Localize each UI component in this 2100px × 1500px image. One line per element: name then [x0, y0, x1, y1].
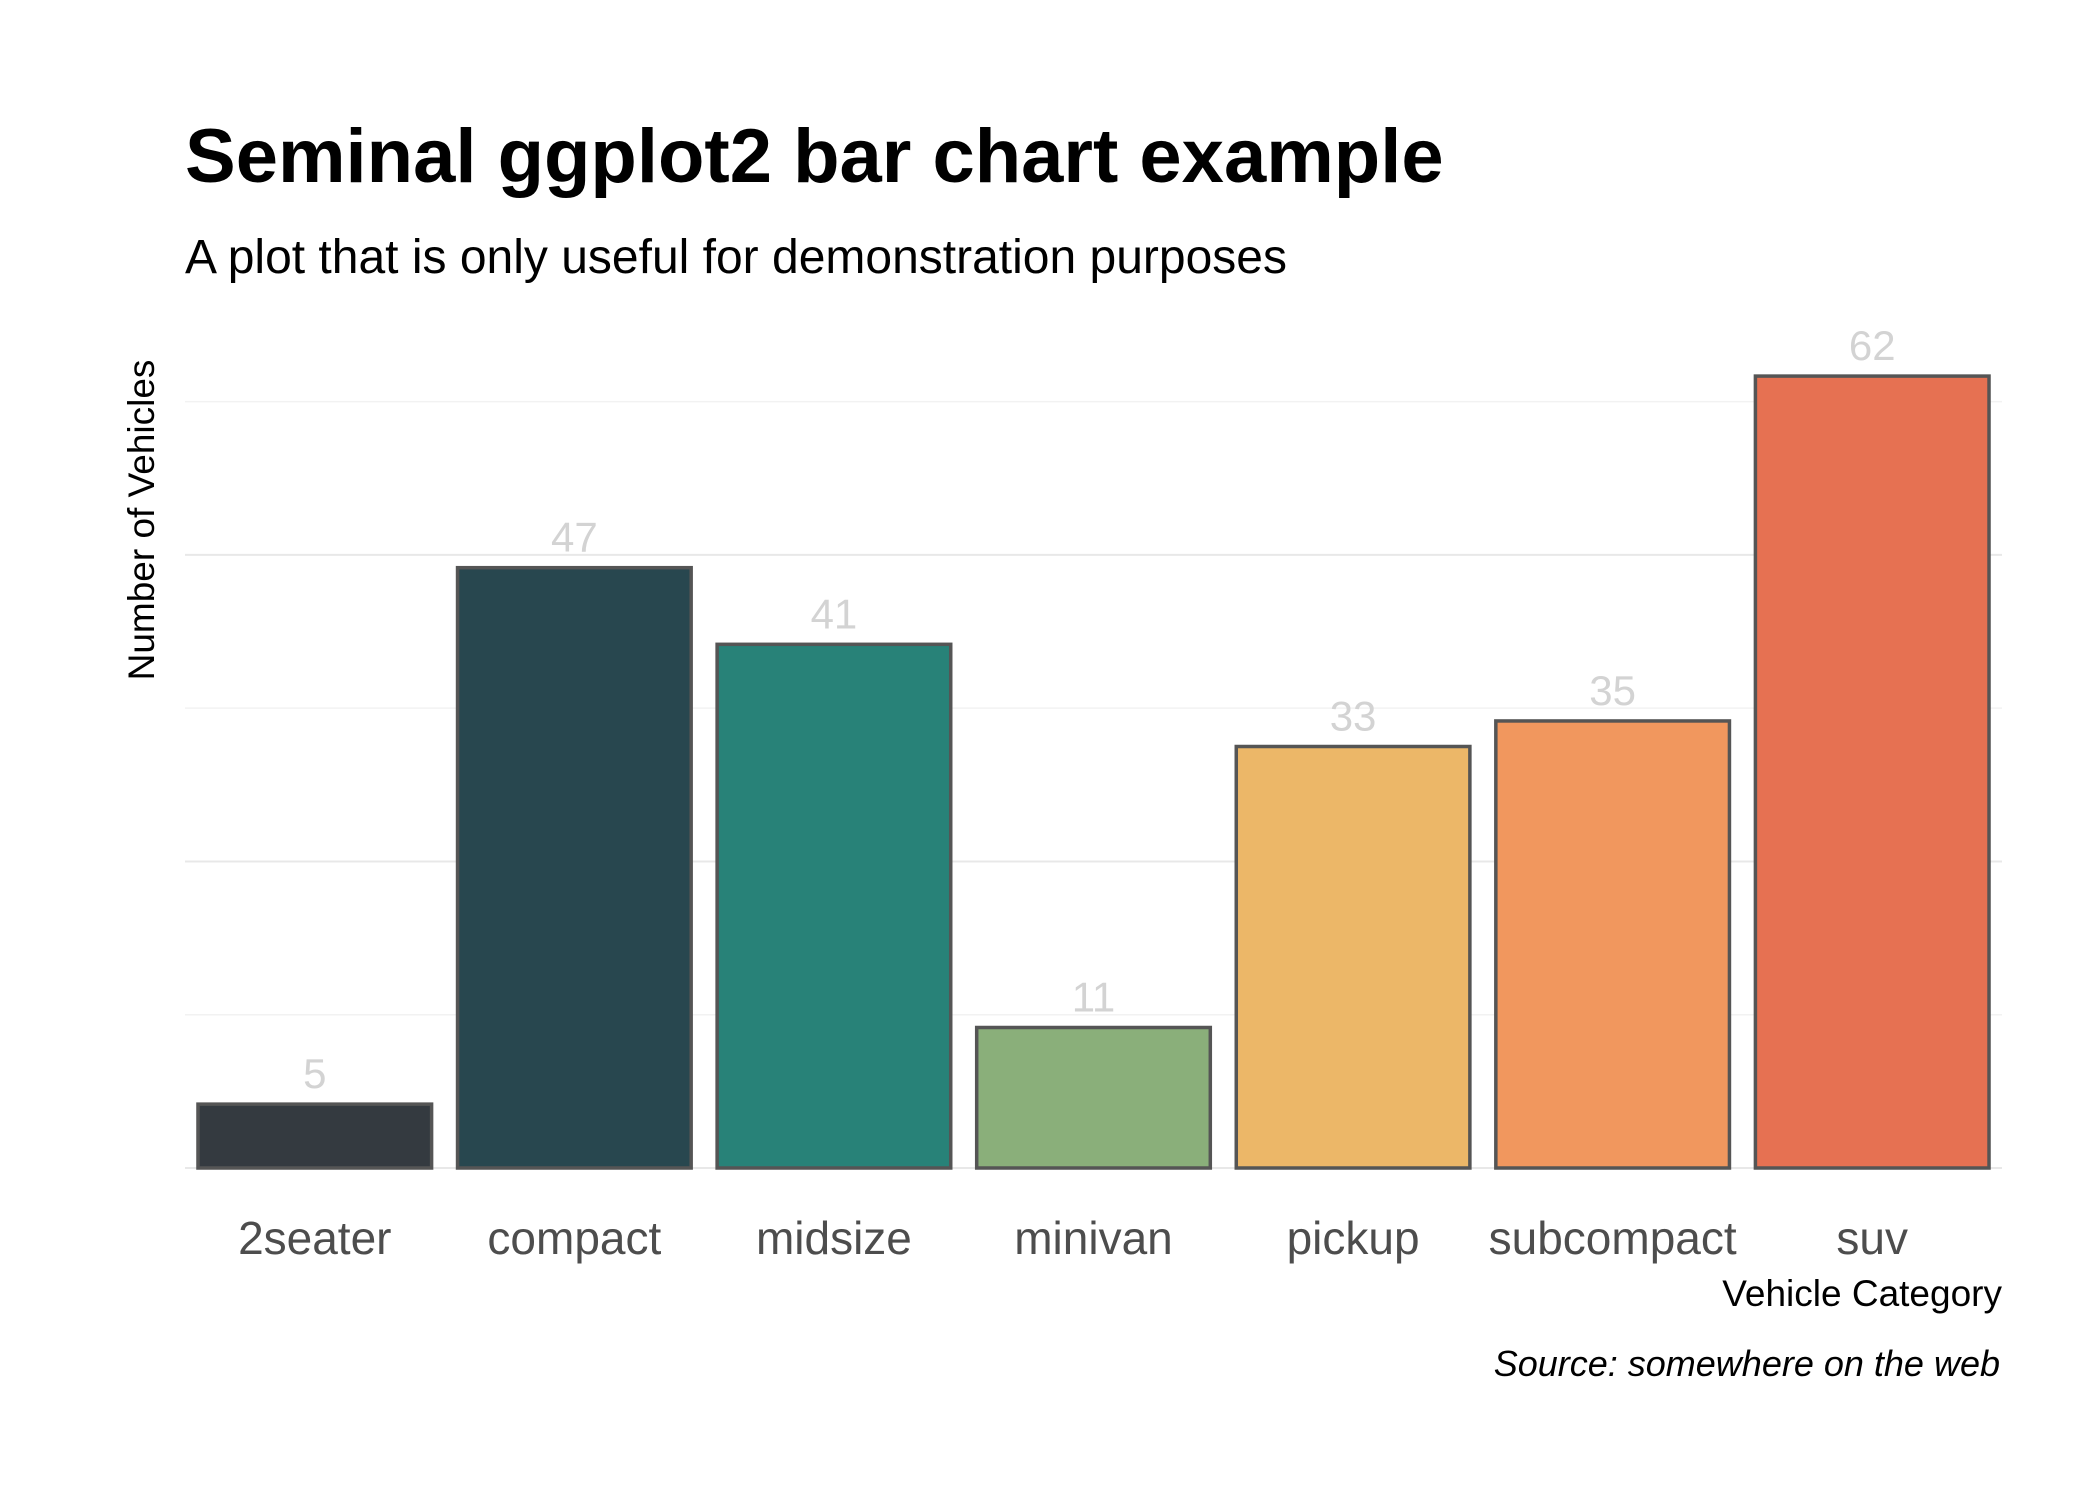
bar-value-label-pickup: 33	[1330, 693, 1377, 740]
bar-value-label-2seater: 5	[303, 1050, 326, 1097]
x-tick-label-suv: suv	[1836, 1212, 1908, 1264]
bars	[196, 374, 1991, 1170]
bar-value-label-midsize: 41	[811, 590, 858, 637]
x-tick-label-subcompact: subcompact	[1489, 1212, 1737, 1264]
chart-title: Seminal ggplot2 bar chart example	[185, 114, 1444, 199]
x-tick-label-2seater: 2seater	[238, 1212, 391, 1264]
x-tick-labels: 2seater compact midsize minivan pickup subcom…	[238, 1212, 1908, 1264]
x-tick-label-minivan: minivan	[1014, 1212, 1173, 1264]
bar-suv	[1753, 374, 1991, 1170]
x-tick-label-pickup: pickup	[1287, 1212, 1420, 1264]
bar-value-label-compact: 47	[551, 514, 598, 561]
bar-compact	[455, 565, 693, 1170]
bar-2seater	[196, 1102, 434, 1170]
bar-minivan	[974, 1025, 1213, 1170]
y-axis-label: Number of Vehicles	[121, 360, 162, 681]
x-tick-label-midsize: midsize	[756, 1212, 912, 1264]
chart-caption: Source: somewhere on the web	[1493, 1343, 2000, 1384]
bar-value-label-minivan: 11	[1072, 974, 1116, 1021]
bar-labels: 5 47 41 11 33 35 62	[303, 322, 1895, 1097]
bar-subcompact	[1494, 719, 1732, 1170]
x-tick-label-compact: compact	[487, 1212, 661, 1264]
chart-subtitle: A plot that is only useful for demonstra…	[185, 231, 1287, 284]
bar-pickup	[1234, 744, 1472, 1170]
bar-value-label-subcompact: 35	[1589, 667, 1636, 714]
x-axis-label: Vehicle Category	[1722, 1273, 2002, 1314]
bar-midsize	[715, 642, 953, 1170]
bar-value-label-suv: 62	[1849, 322, 1896, 369]
